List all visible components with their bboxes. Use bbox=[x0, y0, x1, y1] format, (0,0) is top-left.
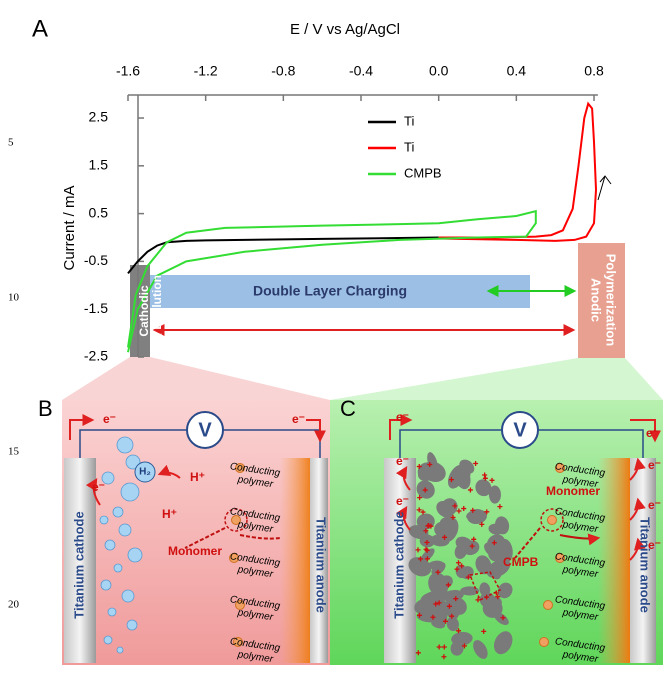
proton-label: H⁺ bbox=[190, 470, 205, 484]
bubble bbox=[122, 590, 134, 602]
line-number: 10 bbox=[8, 292, 20, 304]
annotation: Polymerization bbox=[604, 254, 619, 347]
x-tick-label: 0.0 bbox=[429, 63, 449, 79]
electrode-label: Titanium anode bbox=[638, 517, 653, 613]
electron-label: e⁻ bbox=[396, 494, 409, 508]
bubble bbox=[121, 483, 139, 501]
polymer-layer bbox=[280, 458, 312, 663]
electron-label: e⁻ bbox=[648, 498, 661, 512]
x-tick-label: -0.8 bbox=[271, 63, 295, 79]
bubble bbox=[119, 524, 131, 536]
x-tick-label: 0.4 bbox=[507, 63, 527, 79]
y-tick-label: 2.5 bbox=[89, 109, 109, 125]
electron-label: e⁻ bbox=[648, 458, 661, 472]
annotation: Anodic bbox=[589, 278, 604, 322]
electrode-label: Titanium cathode bbox=[71, 511, 86, 618]
y-axis-title: Current / mA bbox=[61, 185, 78, 270]
figure: -1.6 -1.2 -0.8 -0.4 0.0 0.4 0.8 2.5 1.5 0.5 -0.5 -1… bbox=[0, 0, 665, 673]
x-tick-label: -1.2 bbox=[194, 63, 218, 79]
scan-arrow bbox=[598, 176, 611, 200]
x-tick-label: 0.8 bbox=[584, 63, 604, 79]
x-tick-label: -0.4 bbox=[349, 63, 373, 79]
electron-label: e⁻ bbox=[92, 480, 105, 494]
bubble bbox=[127, 620, 137, 630]
bubble bbox=[105, 540, 115, 550]
annotation: H₂ Evolution bbox=[150, 275, 164, 347]
bubble bbox=[117, 647, 123, 653]
voltmeter-label: V bbox=[513, 419, 527, 441]
electrode-label: Titanium cathode bbox=[391, 511, 406, 618]
voltmeter-label: V bbox=[198, 419, 212, 441]
bubble bbox=[113, 507, 123, 517]
zoom-fan bbox=[330, 358, 663, 400]
monomer-label: Monomer bbox=[168, 544, 222, 558]
legend-label: CMPB bbox=[404, 165, 442, 180]
monomer bbox=[540, 638, 549, 647]
y-tick-label: 1.5 bbox=[89, 157, 109, 173]
monomer-label: Monomer bbox=[546, 484, 600, 498]
electrode-label: Titanium anode bbox=[314, 517, 329, 613]
line-number: 15 bbox=[8, 446, 20, 458]
electron-label: e⁻ bbox=[648, 538, 661, 552]
y-tick-label: -2.5 bbox=[84, 348, 108, 364]
bubble bbox=[101, 580, 111, 590]
proton-label: H⁺ bbox=[162, 507, 177, 521]
h2-label: H₂ bbox=[139, 467, 151, 478]
x-tick-label: -1.6 bbox=[116, 63, 140, 79]
cmpb-particle bbox=[460, 586, 479, 595]
bubble bbox=[108, 608, 116, 616]
panel-label: A bbox=[32, 15, 48, 42]
electron-label: e⁻ bbox=[103, 412, 116, 426]
panel-label: B bbox=[38, 396, 53, 421]
bubble bbox=[104, 636, 112, 644]
cmpb-label: CMPB bbox=[503, 555, 539, 569]
legend-label: Ti bbox=[404, 139, 414, 154]
y-tick-label: 0.5 bbox=[89, 204, 109, 220]
monomer bbox=[544, 601, 553, 610]
annotation: Cathodic bbox=[137, 285, 151, 337]
line-number: 20 bbox=[8, 599, 20, 611]
legend-label: Ti bbox=[404, 113, 414, 128]
line-number: 5 bbox=[8, 137, 14, 149]
y-tick-label: -1.5 bbox=[84, 300, 108, 316]
x-axis-title: E / V vs Ag/AgCl bbox=[290, 21, 400, 38]
bubble bbox=[114, 564, 122, 572]
panel-label: C bbox=[340, 396, 356, 421]
bubble bbox=[100, 516, 108, 524]
annotation: Double Layer Charging bbox=[253, 283, 407, 299]
bubble bbox=[128, 548, 142, 562]
electron-label: e⁻ bbox=[396, 454, 409, 468]
electron-label: e⁻ bbox=[292, 412, 305, 426]
electron-label: e⁻ bbox=[646, 426, 659, 440]
bubble bbox=[117, 437, 133, 453]
electron-label: e⁻ bbox=[396, 410, 409, 424]
y-tick-label: -0.5 bbox=[84, 252, 108, 268]
